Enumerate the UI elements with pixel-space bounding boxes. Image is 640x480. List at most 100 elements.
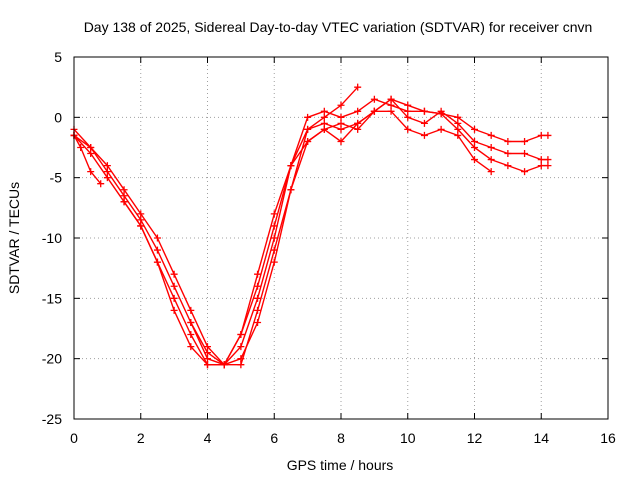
data-point-marker: [521, 137, 529, 145]
data-point-marker: [137, 222, 145, 230]
data-point-marker: [354, 119, 362, 127]
data-point-marker: [137, 216, 145, 224]
data-point-marker: [504, 162, 512, 170]
data-point-marker: [320, 113, 328, 121]
data-point-marker: [337, 113, 345, 121]
data-point-marker: [270, 258, 278, 266]
data-point-marker: [354, 83, 362, 91]
data-point-marker: [454, 125, 462, 133]
y-tick-label: -10: [42, 230, 62, 246]
data-point-marker: [387, 101, 395, 109]
data-point-marker: [254, 306, 262, 314]
data-point-marker: [304, 113, 312, 121]
data-point-marker: [187, 343, 195, 351]
data-point-marker: [337, 101, 345, 109]
data-point-marker: [387, 107, 395, 115]
series-line: [73, 86, 359, 366]
data-point-marker: [254, 270, 262, 278]
data-series: [70, 83, 552, 369]
data-point-marker: [370, 95, 378, 103]
chart-title: Day 138 of 2025, Sidereal Day-to-day VTE…: [84, 19, 593, 35]
data-point-marker: [270, 222, 278, 230]
data-point-marker: [420, 119, 428, 127]
data-point-marker: [471, 144, 478, 151]
data-point-marker: [170, 270, 178, 278]
data-point-marker: [103, 162, 111, 170]
data-point-marker: [454, 113, 462, 121]
data-point-marker: [521, 150, 529, 158]
data-point-marker: [404, 107, 412, 115]
data-point-marker: [370, 107, 378, 115]
data-point-marker: [544, 131, 552, 139]
data-point-marker: [254, 294, 262, 302]
x-tick-label: 6: [270, 430, 278, 446]
data-point-marker: [537, 156, 545, 164]
data-point-marker: [354, 107, 362, 115]
data-point-marker: [504, 150, 512, 158]
data-point-marker: [153, 234, 161, 242]
data-point-marker: [454, 119, 462, 127]
data-point-marker: [404, 125, 412, 133]
x-tick-label: 8: [337, 430, 345, 446]
series-line: [123, 98, 548, 366]
data-point-marker: [187, 318, 195, 326]
data-point-marker: [437, 110, 445, 118]
data-point-marker: [471, 125, 478, 133]
data-point-marker: [454, 131, 462, 139]
x-tick-label: 14: [533, 430, 549, 446]
y-tick-label: 0: [54, 109, 62, 125]
data-point-marker: [287, 186, 295, 194]
data-point-marker: [304, 125, 312, 133]
y-axis-title: SDTVAR / TECUs: [6, 182, 22, 294]
data-point-marker: [120, 198, 128, 206]
series-line: [73, 98, 548, 366]
data-point-marker: [320, 119, 328, 127]
y-tick-label: -25: [42, 411, 62, 427]
data-point-marker: [87, 150, 95, 158]
x-tick-label: 10: [400, 430, 416, 446]
x-axis-title: GPS time / hours: [287, 457, 394, 473]
x-tick-label: 2: [137, 430, 145, 446]
data-point-marker: [187, 306, 195, 314]
data-point-marker: [87, 144, 95, 151]
data-point-marker: [170, 282, 178, 290]
data-point-marker: [220, 361, 228, 369]
data-point-marker: [120, 192, 128, 200]
data-point-marker: [420, 107, 428, 115]
data-point-marker: [270, 246, 278, 254]
axis-ticks: [73, 56, 609, 420]
data-point-marker: [504, 137, 512, 145]
data-point-marker: [137, 210, 145, 218]
series-sat-6: [187, 107, 495, 369]
data-point-marker: [170, 306, 178, 314]
data-point-marker: [87, 168, 95, 176]
data-point-marker: [270, 234, 278, 242]
data-point-marker: [521, 168, 529, 176]
data-point-marker: [204, 355, 211, 363]
data-point-marker: [537, 131, 545, 139]
data-point-marker: [254, 282, 262, 290]
data-point-marker: [237, 361, 245, 369]
data-point-marker: [153, 258, 161, 266]
data-point-marker: [77, 144, 85, 151]
data-point-marker: [320, 107, 328, 115]
data-point-marker: [187, 331, 195, 339]
data-point-marker: [337, 119, 345, 127]
series-sat-4: [70, 95, 552, 369]
data-point-marker: [270, 210, 278, 218]
series-line: [73, 135, 102, 185]
data-point-marker: [120, 186, 128, 194]
x-tick-label: 0: [70, 430, 78, 446]
data-point-marker: [287, 162, 295, 170]
x-tick-label: 16: [600, 430, 616, 446]
data-point-marker: [354, 125, 362, 133]
data-point-marker: [404, 101, 412, 109]
data-point-marker: [337, 137, 345, 145]
data-point-marker: [237, 331, 245, 339]
data-point-marker: [487, 168, 495, 176]
data-point-marker: [337, 125, 345, 133]
data-point-marker: [153, 246, 161, 254]
data-point-marker: [487, 144, 495, 151]
data-point-marker: [420, 131, 428, 139]
